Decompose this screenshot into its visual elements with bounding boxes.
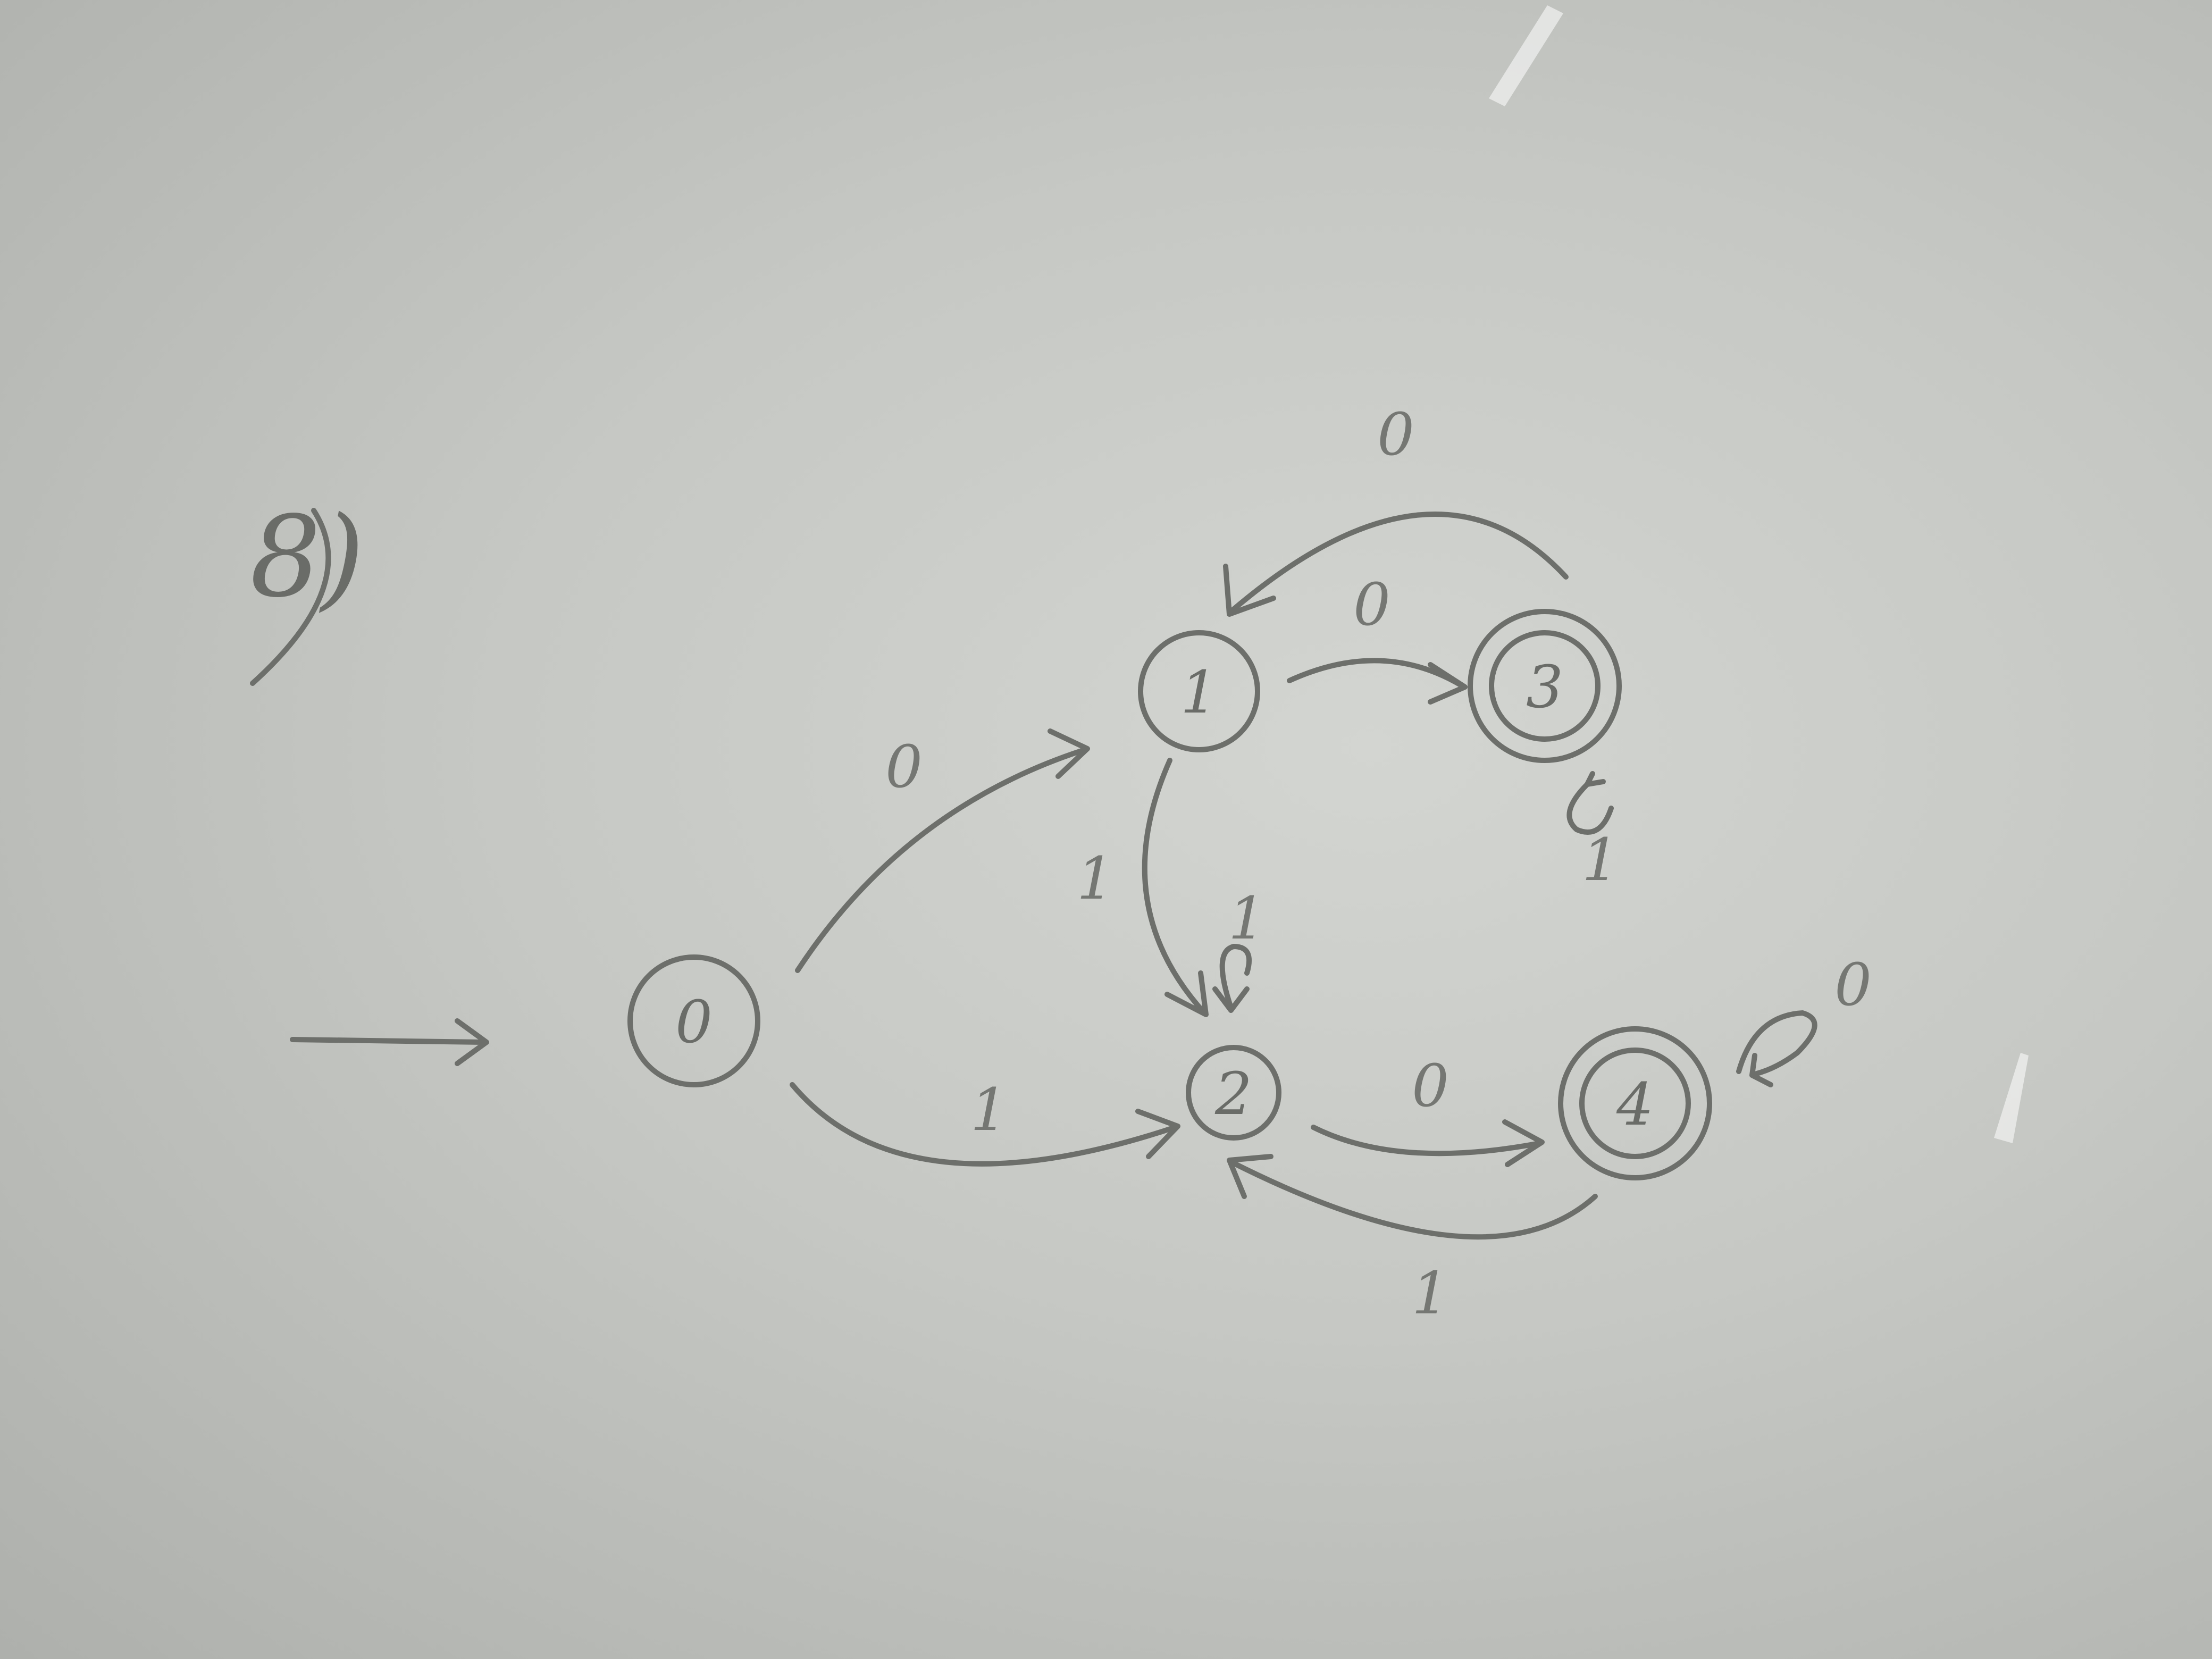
problem-number: 8) [250,492,365,622]
edge-label: 1 [1228,884,1266,952]
edge-3-to-1: 0 [1223,400,1569,617]
state-4-accepting: 4 [1558,1026,1712,1180]
edge-1-to-3: 0 [1287,571,1468,705]
state-label: 2 [1214,1060,1252,1128]
glare-top [1489,5,1563,106]
edge-2-to-4: 0 [1311,1052,1545,1167]
edge-label: 0 [1412,1052,1449,1120]
edge-label: 0 [1377,400,1414,468]
edge-4-to-2: 1 [1227,1154,1598,1327]
edge-label: 1 [1077,844,1114,912]
edge-0-to-1: 0 [795,728,1090,973]
state-label: 3 [1526,653,1563,721]
edge-label: 1 [1582,826,1619,894]
edge-0-to-2: 1 [790,1076,1180,1167]
edge-label: 1 [1412,1259,1449,1327]
self-loop-2: 1 [1212,884,1266,1013]
state-0: 0 [627,954,760,1087]
edge-label: 0 [885,733,923,801]
self-loop-3: 1 [1566,771,1619,894]
state-2: 2 [1186,1045,1281,1141]
edge-1-to-2: 1 [1077,758,1209,1017]
glare-right [1994,1053,2029,1143]
edge-label: 0 [1353,571,1390,639]
self-loop-4: 0 [1736,951,1872,1087]
state-label: 1 [1180,658,1218,726]
state-1: 1 [1138,630,1260,752]
state-label: 0 [675,988,713,1056]
problem-number-stroke [250,508,331,686]
start-arrow [290,1018,489,1066]
state-3-accepting: 3 [1468,609,1622,763]
edge-label: 1 [970,1076,1008,1144]
state-label: 4 [1616,1070,1654,1138]
edge-label: 0 [1834,951,1872,1019]
